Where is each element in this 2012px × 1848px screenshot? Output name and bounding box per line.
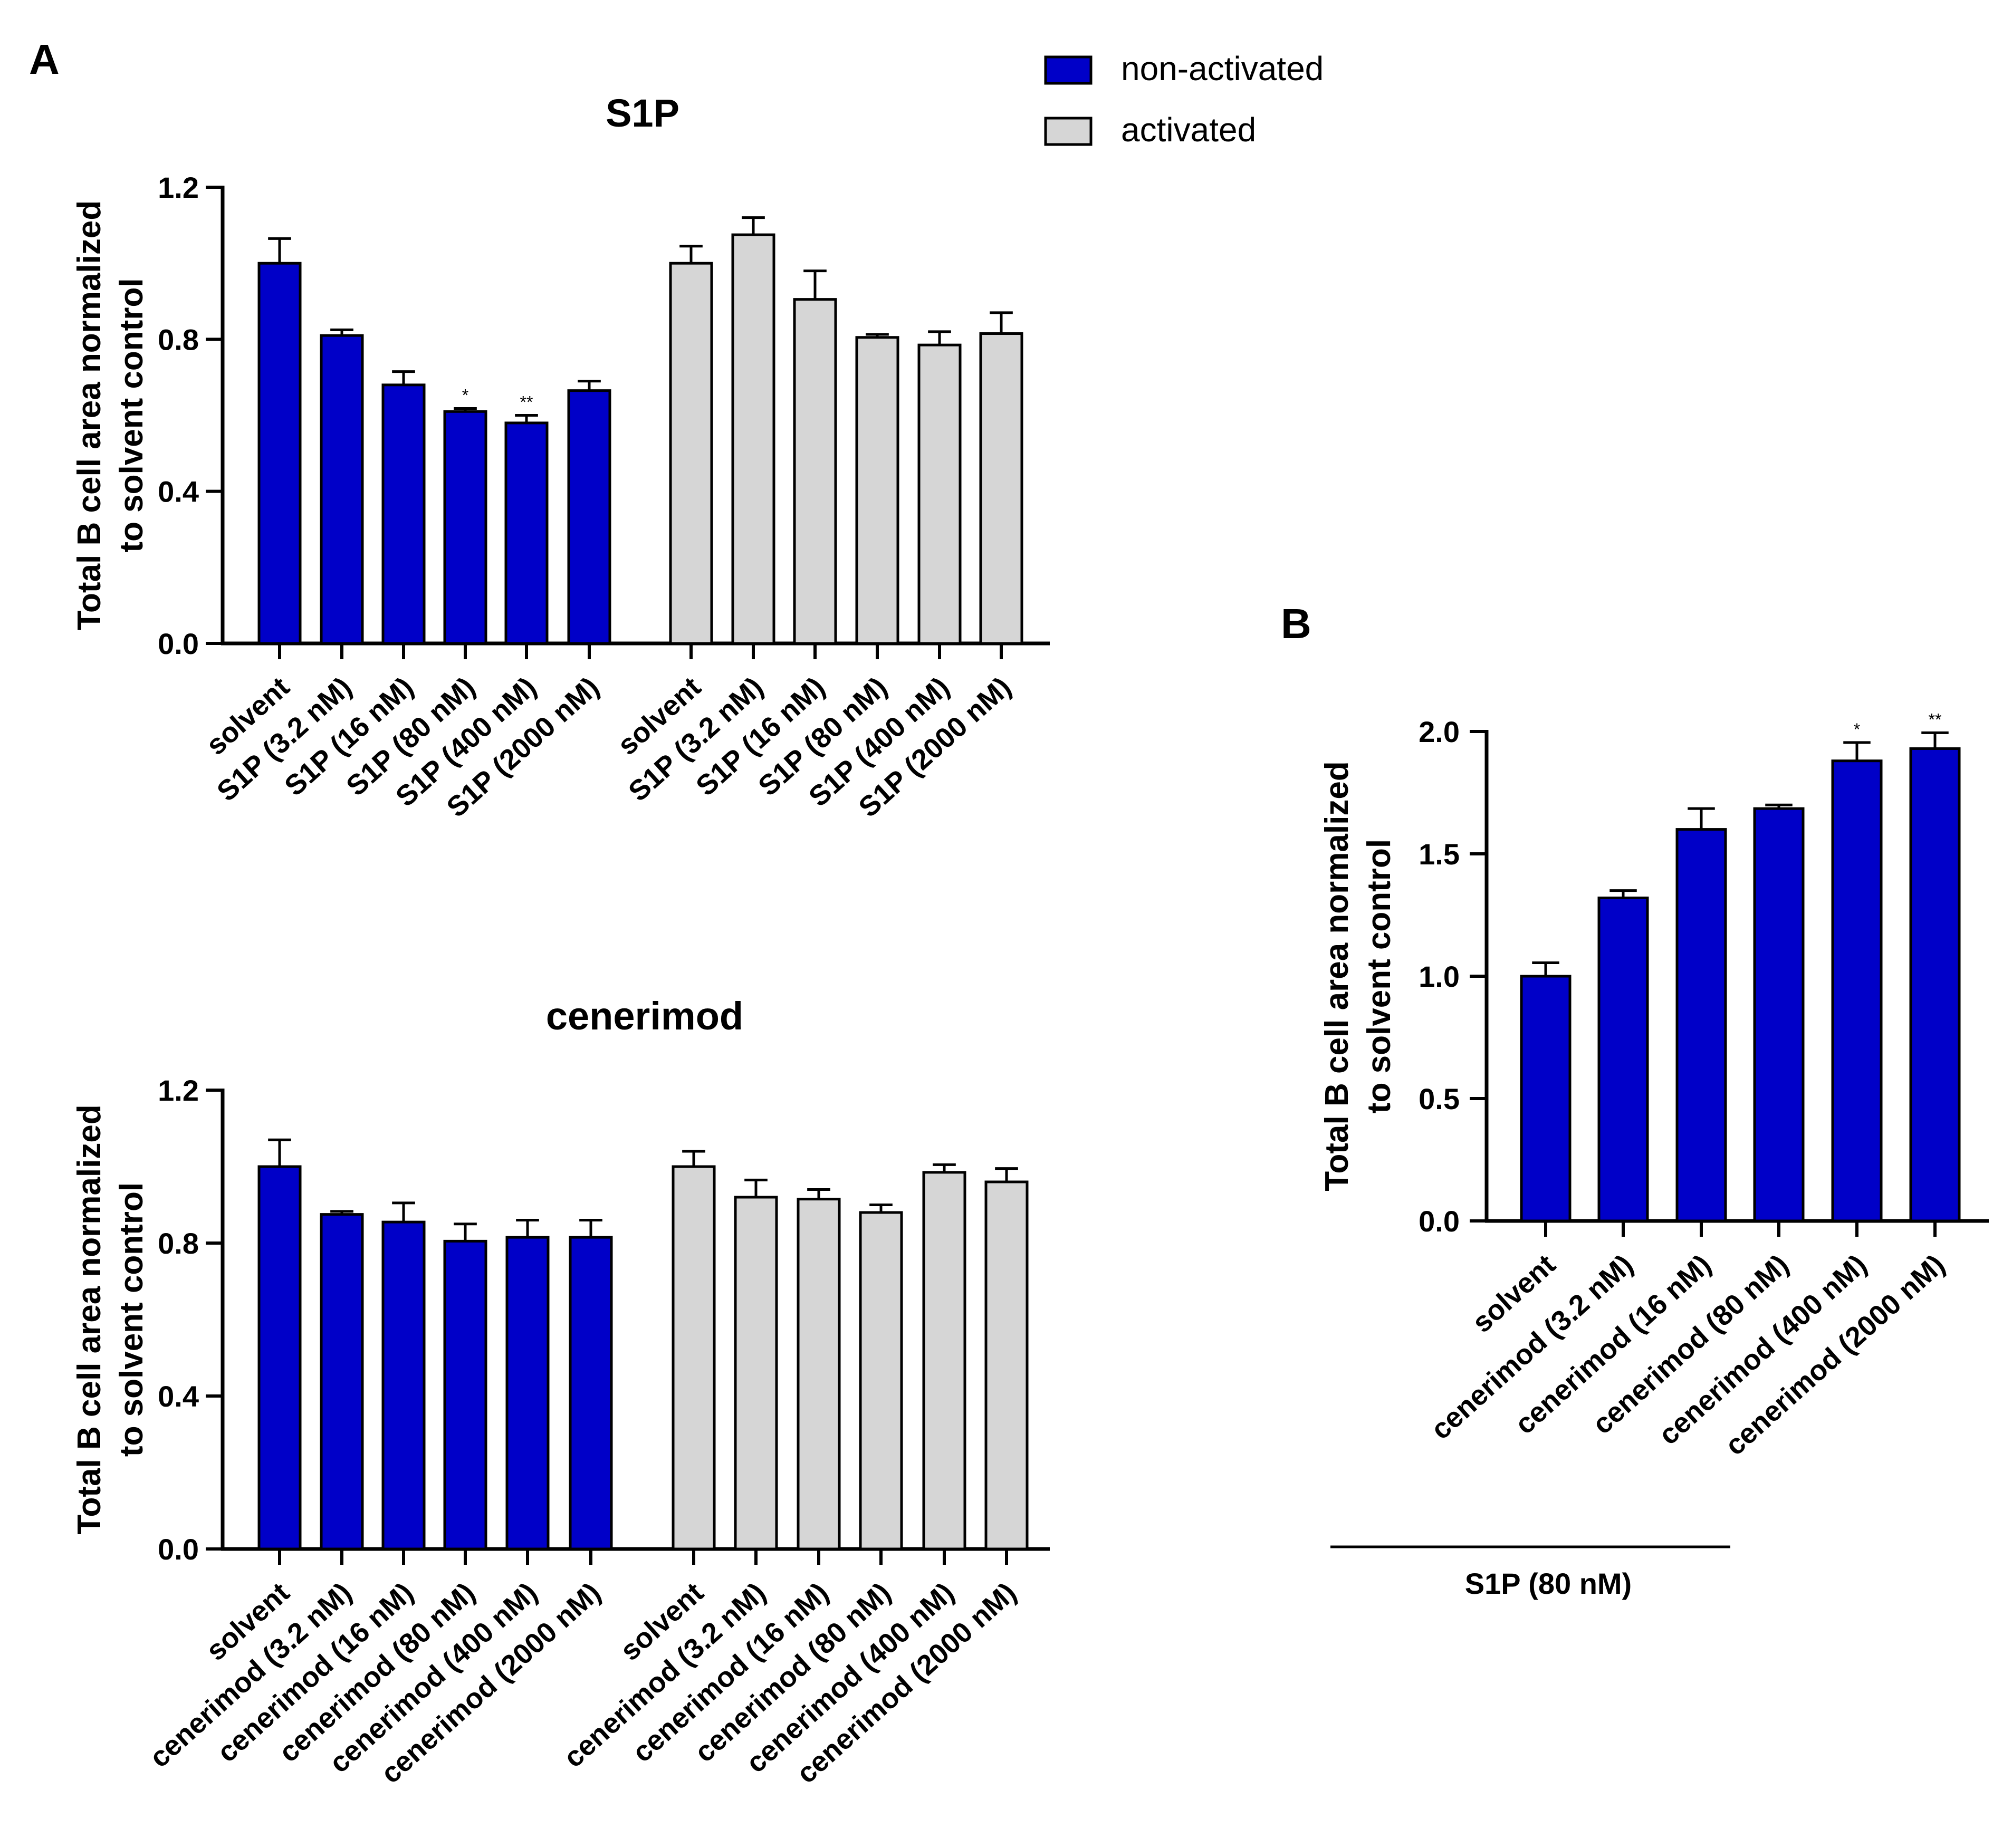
bar: [855, 336, 899, 645]
legend-label-activated: activated: [1121, 111, 1256, 149]
y-tick-label: 1.2: [158, 171, 199, 204]
bar: [1520, 975, 1572, 1223]
bar: [859, 1211, 903, 1551]
legend-label-non-activated: non-activated: [1121, 50, 1324, 88]
bar: [1675, 828, 1727, 1223]
bar: [569, 1236, 613, 1551]
y-axis-label: to solvent control: [1361, 839, 1397, 1113]
bar: [257, 262, 302, 645]
y-tick-label: 0.0: [158, 1533, 199, 1566]
bar: [731, 233, 775, 645]
bar: [922, 1171, 966, 1551]
bar: [320, 334, 364, 645]
bar: [381, 1220, 426, 1551]
chart-title: cenerimod: [546, 994, 743, 1038]
bar: [1831, 759, 1883, 1223]
chart-title: S1P: [606, 91, 679, 135]
bar: [672, 1165, 716, 1551]
y-tick-label: 1.0: [1419, 960, 1460, 993]
group-label: S1P (80 nM): [1465, 1567, 1632, 1600]
bar: [567, 389, 611, 645]
significance-marker: *: [1854, 720, 1860, 739]
y-axis-label: to solvent control: [113, 1182, 150, 1457]
bar: [443, 410, 487, 645]
panel-label-a: A: [29, 36, 60, 83]
chart-cenerimod: cenerimod Total B cell area normalized to …: [71, 994, 1050, 1789]
legend: non-activated activated: [1044, 50, 1324, 149]
y-axis-label: Total B cell area normalized: [71, 1104, 108, 1534]
bar: [320, 1213, 364, 1551]
bar: [1597, 897, 1649, 1223]
y-tick-label: 0.8: [158, 323, 199, 356]
y-tick-label: 1.2: [158, 1074, 199, 1107]
y-axis-label: Total B cell area normalized: [1319, 761, 1355, 1191]
bar: [443, 1239, 487, 1551]
legend-swatch-non-activated: [1044, 55, 1093, 85]
significance-marker: **: [1929, 710, 1942, 729]
y-tick-label: 0.0: [1419, 1205, 1460, 1238]
significance-marker: **: [520, 393, 533, 412]
y-tick-label: 0.5: [1419, 1082, 1460, 1115]
bar: [984, 1180, 1029, 1551]
significance-marker: *: [462, 386, 468, 405]
bar: [505, 1236, 550, 1551]
bar: [1753, 807, 1805, 1223]
y-tick-label: 1.5: [1419, 838, 1460, 871]
bar: [793, 298, 837, 645]
bar: [504, 421, 549, 645]
bar: [797, 1198, 841, 1551]
bar: [669, 262, 713, 645]
bar: [257, 1165, 302, 1551]
bar: [917, 343, 962, 645]
y-tick-label: 0.4: [158, 1380, 199, 1413]
bar: [381, 383, 426, 645]
bar: [979, 332, 1023, 645]
bar: [1909, 747, 1961, 1223]
legend-swatch-activated: [1044, 117, 1093, 146]
y-tick-label: 0.8: [158, 1227, 199, 1260]
y-tick-label: 0.4: [158, 475, 199, 508]
y-tick-label: 0.0: [158, 627, 199, 660]
y-axis-label: Total B cell area normalized: [71, 200, 108, 630]
chart-panel-b: Total B cell area normalized to solvent c…: [1319, 710, 1989, 1600]
y-tick-label: 2.0: [1419, 715, 1460, 748]
y-axis-label: to solvent control: [113, 278, 150, 552]
panel-label-b: B: [1281, 600, 1311, 647]
bar: [734, 1196, 778, 1551]
